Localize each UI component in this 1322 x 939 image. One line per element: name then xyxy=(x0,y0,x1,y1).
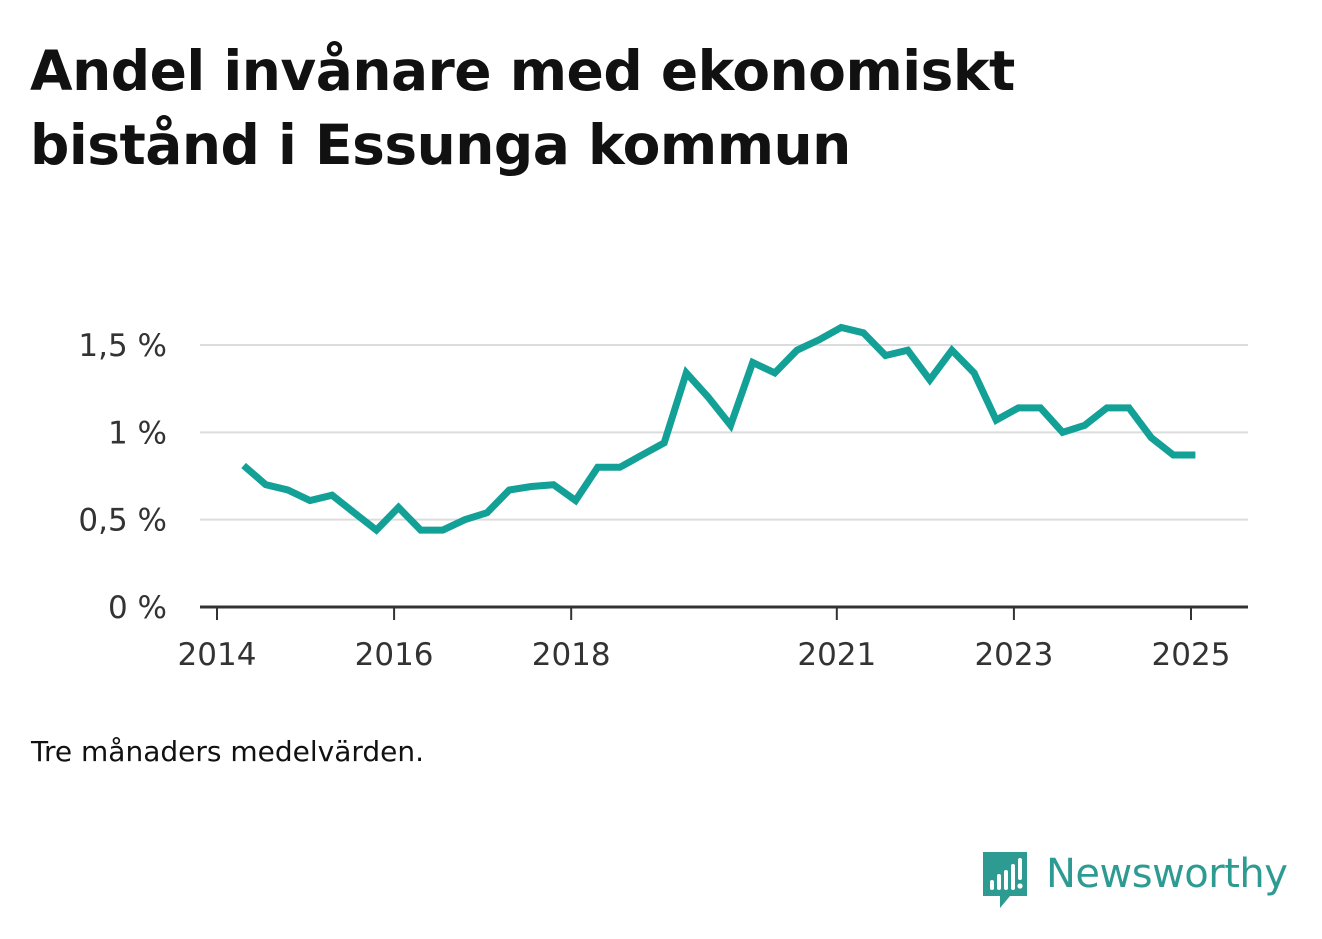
chart-title-line-1: Andel invånare med ekonomiskt xyxy=(30,39,1015,103)
y-tick-label: 1,5 % xyxy=(78,328,167,364)
y-tick-label: 0,5 % xyxy=(78,503,167,539)
series xyxy=(241,323,1196,535)
newsworthy-logo-text: Newsworthy xyxy=(1046,851,1288,897)
x-tick-label: 2018 xyxy=(532,637,611,673)
chart-footnote: Tre månaders medelvärden. xyxy=(31,735,425,768)
x-tick-label: 2014 xyxy=(178,637,257,673)
x-tick-label: 2016 xyxy=(355,637,434,673)
y-tick-label: 1 % xyxy=(108,415,167,451)
x-tick-label: 2025 xyxy=(1152,637,1231,673)
x-tick-label: 2023 xyxy=(974,637,1053,673)
newsworthy-logo[interactable]: Newsworthy xyxy=(980,850,1288,910)
chart-title-line-2: bistånd i Essunga kommun xyxy=(30,113,851,177)
gridlines xyxy=(200,344,1248,521)
y-tick-label: 0 % xyxy=(108,590,167,626)
chart-title: Andel invånare med ekonomiskt bistånd i … xyxy=(30,34,1230,182)
x-tick-label: 2021 xyxy=(797,637,876,673)
axes: 0 % 0,5 % 1 % 1,5 % 2014 2016 2018 2021 2023 2025 xyxy=(78,328,1248,673)
newsworthy-logo-icon xyxy=(983,852,1027,908)
series-line xyxy=(241,323,1196,535)
